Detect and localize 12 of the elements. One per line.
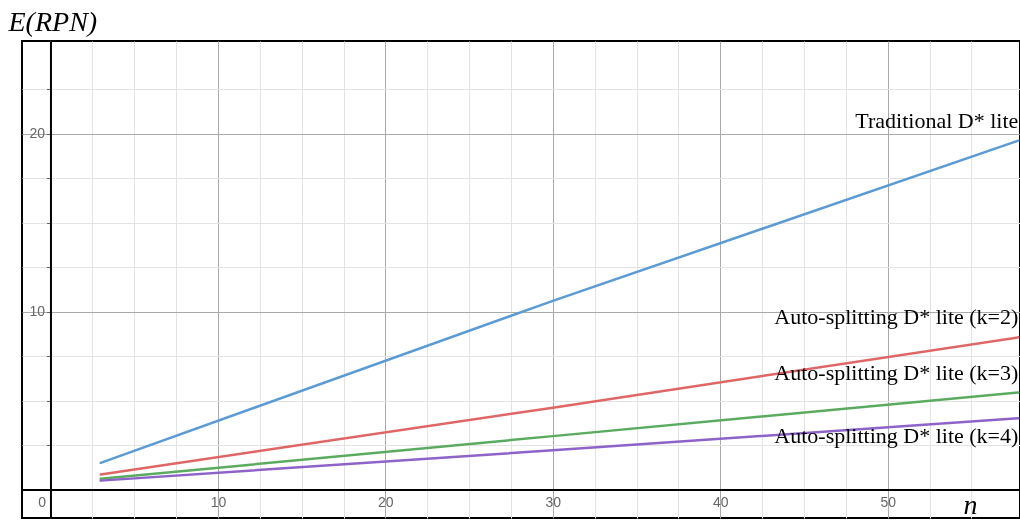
series-label: Auto-splitting D* lite (k=3): [774, 359, 1019, 385]
series-label: Auto-splitting D* lite (k=2): [774, 304, 1019, 330]
y-axis-title: E(RPN): [7, 5, 98, 37]
x-tick-label: 0: [38, 494, 47, 511]
x-tick-label: 20: [378, 494, 394, 511]
x-tick-label: 40: [712, 494, 729, 511]
x-axis-title: n: [963, 489, 978, 521]
x-tick-label: 50: [880, 494, 897, 511]
x-tick-label: 10: [210, 494, 227, 511]
series-label: Auto-splitting D* lite (k=4): [774, 423, 1019, 449]
x-tick-label: 30: [545, 494, 562, 511]
series-label: Traditional D* lite: [855, 107, 1019, 133]
